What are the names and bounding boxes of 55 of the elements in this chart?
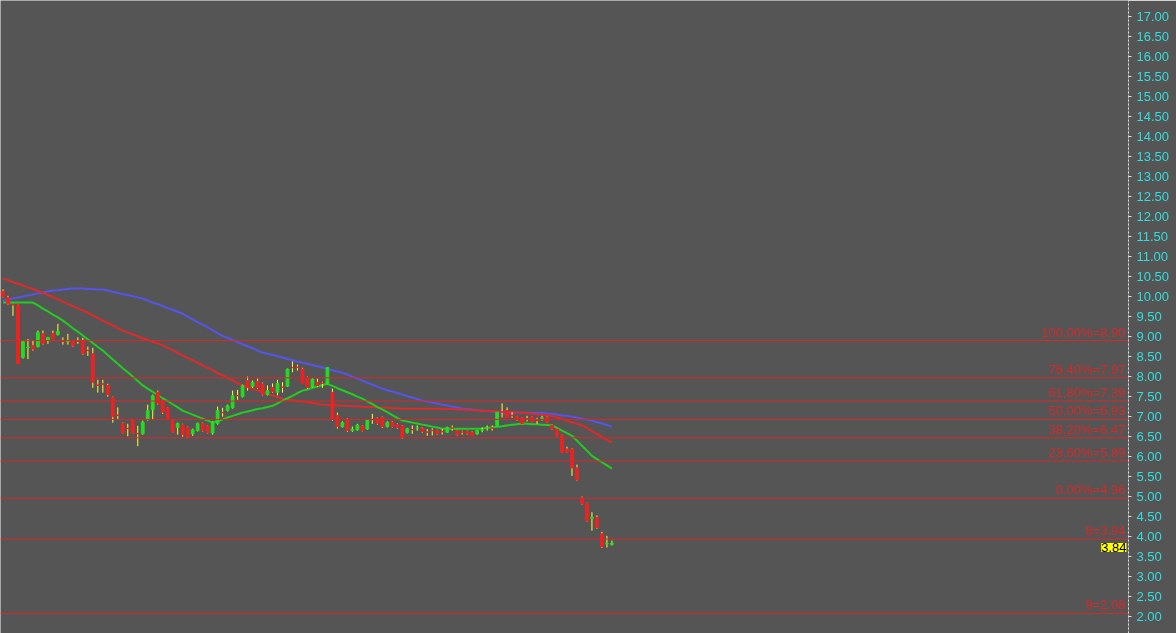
y-tick-label: 10.50 [1136,269,1170,285]
candlestick [61,336,65,346]
candlestick [66,333,70,346]
ref-line-label: 50.00%=6.93 [1048,403,1126,419]
y-tick-label: 5.00 [1136,489,1162,505]
candlestick [280,381,285,394]
y-tick-label: 5.50 [1136,469,1162,485]
y-tick-label: 11.50 [1136,229,1169,245]
y-tick-label: 11.00 [1136,249,1169,265]
y-tick-label: 12.00 [1136,209,1170,225]
y-tick-label: 9.00 [1136,329,1162,345]
y-tick-label: 2.50 [1136,589,1162,605]
y-tick-label: 15.50 [1136,69,1170,85]
y-tick-label: 7.00 [1136,409,1162,425]
y-tick-label: 16.50 [1136,29,1170,45]
y-tick-label: 6.50 [1136,429,1162,445]
candlestick [290,360,295,373]
y-tick-label: 4.50 [1136,509,1162,525]
line-series [2,287,613,428]
y-tick-label: 3.00 [1136,569,1162,585]
y-tick-label: 14.50 [1136,109,1170,125]
y-tick-label: 12.50 [1136,189,1170,205]
ref-line-label: 9=2.08 [1085,597,1126,613]
annotation: 3.84 [1101,540,1127,556]
candlestick [56,323,60,336]
y-tick-label: 4.00 [1136,529,1162,545]
y-tick-label: 13.00 [1136,169,1170,185]
candlestick [31,340,35,352]
y-tick-label: 3.50 [1136,549,1162,565]
candlestick [235,389,240,401]
y-tick-label: 6.00 [1136,449,1162,465]
y-tick-label: 9.50 [1136,309,1162,325]
y-tick-label: 7.50 [1136,389,1162,405]
y-tick-label: 2.00 [1136,609,1162,625]
ref-line-label: 61.80%=7.39 [1048,385,1126,401]
line-series [2,301,613,470]
y-tick-label: 15.00 [1136,89,1170,105]
candlestick [490,424,494,432]
candlestick [410,424,415,435]
y-tick-label: 17.00 [1136,9,1170,25]
ref-line-label: 8=3.94 [1085,523,1126,539]
y-tick-label: 16.00 [1136,49,1170,65]
y-tick-label: 13.50 [1136,149,1170,165]
candlestick [135,425,140,447]
ref-line-label: 100.00%=8.90 [1041,324,1126,340]
y-tick-label: 8.50 [1136,349,1162,365]
ref-line-label: 76.40%=7.97 [1048,361,1126,377]
ref-line-label: 23.60%=5.89 [1048,445,1126,461]
ref-line-label: 38.20%=6.47 [1048,421,1126,437]
candlestick [485,424,490,432]
y-tick-label: 14.00 [1136,129,1170,145]
ref-line-label: 0.00%=4.96 [1055,482,1126,498]
y-tick-label: 8.00 [1136,369,1162,385]
candlestick [590,511,594,532]
y-tick-label: 10.00 [1136,289,1170,305]
